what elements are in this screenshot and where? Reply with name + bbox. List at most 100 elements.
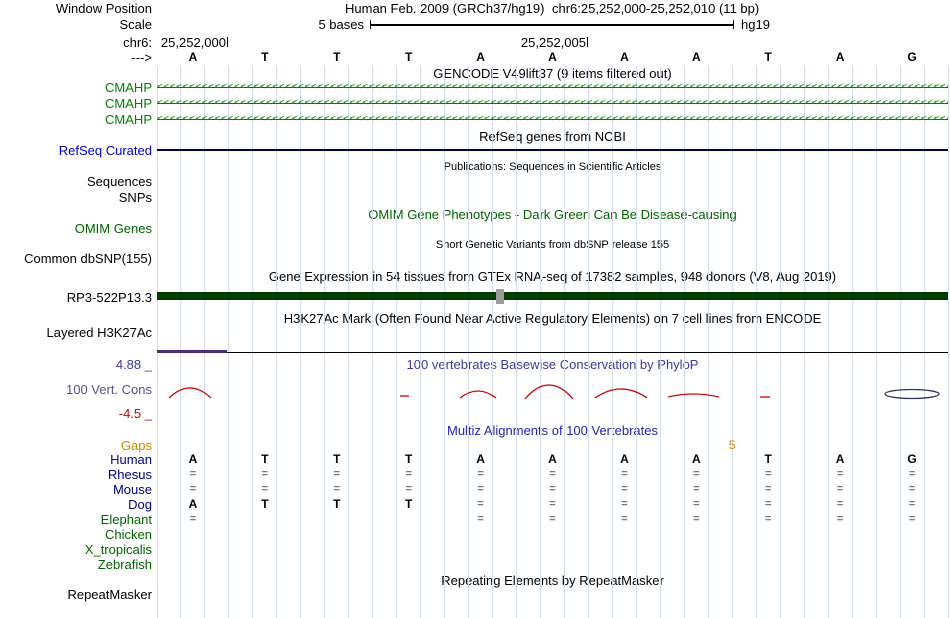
ruler-base: A <box>548 50 557 64</box>
omim-genes-label[interactable]: OMIM Genes <box>74 221 152 236</box>
multiz-cell: = <box>836 513 844 525</box>
multiz-track-title[interactable]: Multiz Alignments of 100 Vertebrates <box>446 423 658 438</box>
refseq-track-title[interactable]: RefSeq genes from NCBI <box>479 129 626 144</box>
gtex-track-title[interactable]: Gene Expression in 54 tissues from GTEx … <box>268 269 837 284</box>
ruler-base: G <box>907 50 917 64</box>
gridline <box>587 66 589 618</box>
dbsnp-common-label[interactable]: Common dbSNP(155) <box>24 251 152 266</box>
multiz-cell: = <box>549 513 556 525</box>
gridline <box>779 66 781 618</box>
refseq-curated-label[interactable]: RefSeq Curated <box>58 143 152 158</box>
multiz-species-label[interactable]: Elephant <box>100 512 152 527</box>
phylop-min-label[interactable]: -4.5 _ <box>118 406 152 421</box>
multiz-cell: T <box>405 452 413 466</box>
gtex-gene-label[interactable]: RP3-522P13.3 <box>66 290 152 305</box>
gridline <box>348 66 350 618</box>
ruler-base: A <box>188 50 198 64</box>
gridline <box>444 66 446 618</box>
multiz-cell: = <box>261 483 269 495</box>
multiz-cell: = <box>693 498 700 510</box>
multiz-species-label[interactable]: Rhesus <box>107 467 152 482</box>
gridline <box>707 66 709 618</box>
gridline <box>396 66 398 618</box>
gencode-transcript-label[interactable]: CMAHP <box>105 80 152 95</box>
coord-tick <box>227 37 228 47</box>
multiz-species-label[interactable]: X_tropicalis <box>84 542 152 557</box>
multiz-cell: = <box>333 483 340 495</box>
multiz-cell: A <box>476 452 485 466</box>
publications-track-title[interactable]: Publications: Sequences in Scientific Ar… <box>443 161 662 173</box>
multiz-cell: A <box>188 452 198 466</box>
gridline <box>420 66 422 618</box>
multiz-species-label[interactable]: Zebrafish <box>97 557 152 572</box>
gridline <box>540 66 541 618</box>
gtex-gene-bar[interactable] <box>157 292 948 300</box>
coord-left-label: 25,252,000 <box>160 35 226 50</box>
h3k27ac-label[interactable]: Layered H3K27Ac <box>46 325 152 340</box>
multiz-species-label[interactable]: Human <box>110 452 152 467</box>
omim-track-title[interactable]: OMIM Gene Phenotypes - Dark Green Can Be… <box>368 207 737 222</box>
ruler-base: A <box>620 50 629 64</box>
phylop-track-label[interactable]: 100 Vert. Cons <box>66 382 152 397</box>
multiz-cell: = <box>836 468 844 480</box>
dbsnp-track-title[interactable]: Short Genetic Variants from dbSNP releas… <box>435 239 670 251</box>
multiz-cell: = <box>189 513 197 525</box>
h3k27ac-baseline[interactable] <box>157 352 948 353</box>
publications-snps-label[interactable]: SNPs <box>118 190 152 205</box>
ruler-base: T <box>261 50 269 64</box>
multiz-cell: = <box>693 513 700 525</box>
gencode-transcript-arrows[interactable]: <<<<<<<<<<<<<<<<<<<<<<<<<<<<<<<<<<<<<<<<… <box>157 96 948 111</box>
multiz-cell: T <box>261 452 269 466</box>
multiz-cell: = <box>189 468 197 480</box>
gridline <box>899 66 901 618</box>
ruler-base: A <box>835 50 845 64</box>
gencode-transcript-label[interactable]: CMAHP <box>105 112 152 127</box>
gridline <box>755 66 757 618</box>
multiz-cell: = <box>693 468 700 480</box>
gridline <box>204 66 206 618</box>
window-position-label: Window Position <box>55 1 152 16</box>
gridline <box>180 66 182 618</box>
ruler-base: A <box>476 50 485 64</box>
multiz-species-label[interactable]: Dog <box>128 497 152 512</box>
coord-tick <box>587 37 588 47</box>
chrom-label: chr6: <box>123 35 152 50</box>
multiz-cell: = <box>908 513 916 525</box>
multiz-cell: = <box>836 483 844 495</box>
phylop-track-title[interactable]: 100 vertebrates Basewise Conservation by… <box>406 357 699 372</box>
ruler-base: T <box>764 50 772 64</box>
multiz-cell: = <box>549 498 556 510</box>
gridline <box>300 66 302 618</box>
publications-sequences-label[interactable]: Sequences <box>86 174 152 189</box>
gridline <box>228 66 230 618</box>
h3k27ac-signal-segment[interactable] <box>157 350 227 353</box>
multiz-cell: = <box>765 468 772 480</box>
multiz-species-label[interactable]: Chicken <box>105 527 152 542</box>
multiz-cell: = <box>621 513 628 525</box>
multiz-species-label[interactable]: Mouse <box>112 482 152 497</box>
multiz-cell: A <box>548 452 557 466</box>
multiz-cell: = <box>549 483 556 495</box>
gencode-transcript-arrows[interactable]: <<<<<<<<<<<<<<<<<<<<<<<<<<<<<<<<<<<<<<<<… <box>157 80 948 95</box>
gencode-transcript-label[interactable]: CMAHP <box>105 96 152 111</box>
multiz-cell: = <box>405 483 412 495</box>
phylop-max-label[interactable]: 4.88 _ <box>115 357 152 372</box>
scale-label: Scale <box>119 17 152 32</box>
ruler-base: A <box>691 50 701 64</box>
refseq-curated-line[interactable] <box>157 149 948 151</box>
multiz-cell: = <box>765 513 772 525</box>
gencode-transcript-arrows[interactable]: <<<<<<<<<<<<<<<<<<<<<<<<<<<<<<<<<<<<<<<<… <box>157 112 948 127</box>
gridline <box>803 66 805 618</box>
multiz-gaps-label[interactable]: Gaps <box>120 438 152 453</box>
ruler-base: T <box>405 50 413 64</box>
multiz-cell: = <box>908 498 916 510</box>
gtex-expression-marker[interactable] <box>496 289 504 304</box>
repeatmasker-label[interactable]: RepeatMasker <box>67 587 152 602</box>
repeatmasker-track-title[interactable]: Repeating Elements by RepeatMasker <box>441 573 664 588</box>
h3k27ac-track-title[interactable]: H3K27Ac Mark (Often Found Near Active Re… <box>283 311 822 326</box>
coord-right-label: 25,252,005 <box>520 35 586 50</box>
multiz-cell: = <box>836 498 844 510</box>
gridline <box>468 66 470 618</box>
phylop-conservation-graph[interactable] <box>157 376 948 416</box>
